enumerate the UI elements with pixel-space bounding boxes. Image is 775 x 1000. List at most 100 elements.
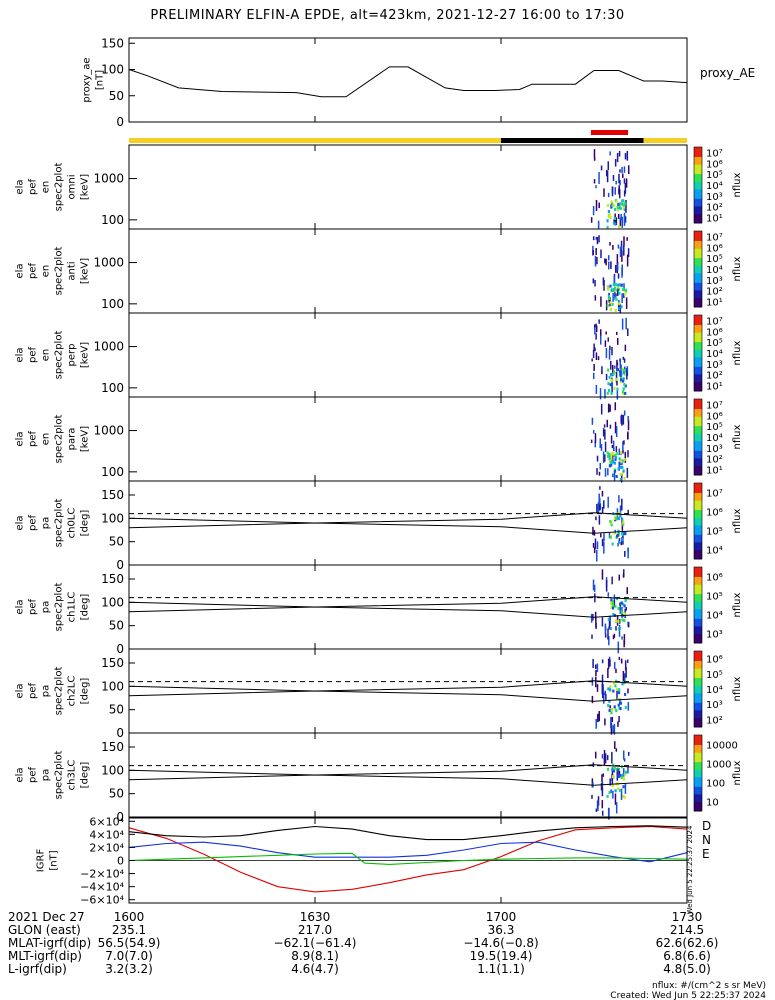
ch1LC-pixel bbox=[615, 597, 619, 601]
para-colorbar-cell bbox=[694, 418, 702, 421]
perp-pixel bbox=[607, 388, 611, 392]
ch0LC-pixel bbox=[621, 538, 624, 542]
para-colorbar-cell bbox=[694, 454, 702, 457]
igrf-series-E bbox=[128, 852, 688, 865]
perp-colorbar-cell bbox=[694, 341, 702, 344]
perp-pixel bbox=[599, 335, 602, 345]
perp-frame bbox=[128, 312, 688, 398]
igrf-ytick-label: 4×10⁴ bbox=[89, 828, 124, 841]
para-pixel bbox=[614, 421, 617, 434]
ch2LC-ylabel: ela bbox=[15, 683, 26, 698]
ch3LC-pixel bbox=[617, 774, 620, 778]
ch1LC-pixel bbox=[601, 617, 604, 627]
perp-pixel bbox=[599, 388, 602, 400]
perp-pixel bbox=[624, 344, 627, 352]
para-colorbar-tick: 10⁶ bbox=[706, 411, 723, 422]
ch1LC-pixel bbox=[612, 612, 615, 616]
ch1LC-colorbar-cell bbox=[694, 624, 702, 627]
perp-pixel bbox=[611, 373, 614, 377]
perp-pixel bbox=[610, 379, 613, 383]
anti-pixel bbox=[605, 258, 607, 266]
ch0LC-pixel bbox=[622, 520, 625, 524]
anti-colorbar-cell bbox=[694, 280, 702, 283]
para-pixel bbox=[619, 473, 622, 477]
perp-pixel bbox=[611, 380, 613, 392]
ch1LC-pixel bbox=[624, 598, 627, 602]
ch3LC-pixel bbox=[623, 795, 626, 799]
ch2LC-ytick-label: 0 bbox=[116, 726, 124, 740]
para-pixel bbox=[606, 454, 610, 458]
ch3LC-pixel bbox=[614, 741, 616, 749]
ch1LC-colorbar-cell bbox=[694, 605, 702, 608]
ch3LC-colorbar-cell bbox=[694, 748, 702, 751]
ch2LC-pixel bbox=[617, 697, 620, 701]
anti-pixel bbox=[626, 254, 629, 267]
ch0LC-pixel bbox=[596, 541, 599, 550]
para-pixel bbox=[623, 476, 626, 480]
ch3LC-colorbar-cell bbox=[694, 736, 702, 740]
omni-pixel bbox=[613, 217, 616, 221]
anti-pixel bbox=[612, 293, 614, 302]
ch1LC-pixel bbox=[610, 606, 613, 610]
anti-pixel bbox=[614, 293, 617, 297]
perp-pixel bbox=[607, 368, 610, 372]
orbit-row-label: 2021 Dec 27 bbox=[8, 910, 85, 924]
ch2LC-pixel bbox=[610, 708, 614, 712]
perp-colorbar-cell bbox=[694, 351, 702, 354]
ch2LC-pixel bbox=[596, 684, 599, 692]
para-pixel bbox=[600, 404, 603, 415]
perp-pixel bbox=[613, 370, 616, 374]
omni-pixel bbox=[623, 178, 626, 184]
ch0LC-pixel bbox=[618, 495, 620, 503]
perp-pixel bbox=[605, 373, 608, 381]
ch1LC-pixel bbox=[607, 628, 609, 640]
proxy-ae-ylabel: proxy_ae bbox=[82, 57, 93, 102]
ch3LC-colorbar-cell bbox=[694, 774, 702, 778]
ch0LC-colorbar-cell bbox=[694, 494, 702, 497]
ch3LC-pixel bbox=[601, 782, 604, 786]
ch3LC-colorbar-cell bbox=[694, 793, 702, 797]
ch0LC-pixel bbox=[627, 509, 629, 515]
para-pixel bbox=[627, 433, 629, 440]
ch0LC-pixel bbox=[618, 540, 621, 544]
perp-pixel bbox=[605, 347, 608, 359]
anti-colorbar-tick: 10⁷ bbox=[706, 232, 723, 243]
ch1LC-pixel bbox=[594, 611, 597, 620]
para-colorbar-cell bbox=[694, 419, 702, 423]
ch3LC-colorbar-cell bbox=[694, 757, 702, 761]
ch3LC-pixel bbox=[607, 809, 610, 819]
omni-colorbar-cell bbox=[694, 183, 702, 186]
para-pixel bbox=[607, 468, 609, 476]
ch3LC-colorbar-cell bbox=[694, 755, 702, 759]
anti-pixel bbox=[603, 279, 605, 291]
ch2LC-colorbar-cell bbox=[694, 670, 702, 673]
ch0LC-pixel bbox=[599, 497, 601, 510]
perp-pixel bbox=[599, 329, 602, 336]
science-zone-marker bbox=[590, 130, 629, 135]
perp-pixel bbox=[622, 377, 625, 381]
ch1LC-pixel bbox=[605, 579, 608, 592]
omni-colorbar-cell bbox=[694, 171, 702, 175]
ch3LC-colorbar-cell bbox=[694, 788, 702, 791]
ch2LC-colorbar-cell bbox=[694, 696, 702, 699]
ch0LC-pixel bbox=[617, 529, 620, 533]
omni-pixel bbox=[624, 216, 627, 223]
ch2LC-pixel bbox=[626, 659, 629, 663]
omni-colorbar-cell bbox=[694, 164, 702, 167]
para-pixel bbox=[604, 454, 606, 462]
ch2LC-pixel bbox=[617, 703, 620, 707]
anti-pixel bbox=[623, 283, 625, 291]
omni-colorbar-cell bbox=[694, 166, 702, 169]
ch1LC-colorbar-cell bbox=[694, 641, 702, 644]
anti-pixel bbox=[600, 296, 602, 307]
ch3LC-loss-cone-line bbox=[128, 774, 688, 786]
ch0LC-pixel bbox=[598, 504, 601, 511]
ch2LC-colorbar-cell bbox=[694, 719, 702, 722]
perp-pixel bbox=[595, 384, 598, 394]
omni-pixel bbox=[616, 152, 619, 163]
perp-pixel bbox=[598, 319, 600, 324]
omni-pixel bbox=[597, 220, 600, 229]
ch2LC-anti-loss-cone-line bbox=[128, 680, 688, 692]
ch3LC-colorbar-cell bbox=[694, 771, 702, 774]
anti-colorbar-cell bbox=[694, 284, 702, 287]
